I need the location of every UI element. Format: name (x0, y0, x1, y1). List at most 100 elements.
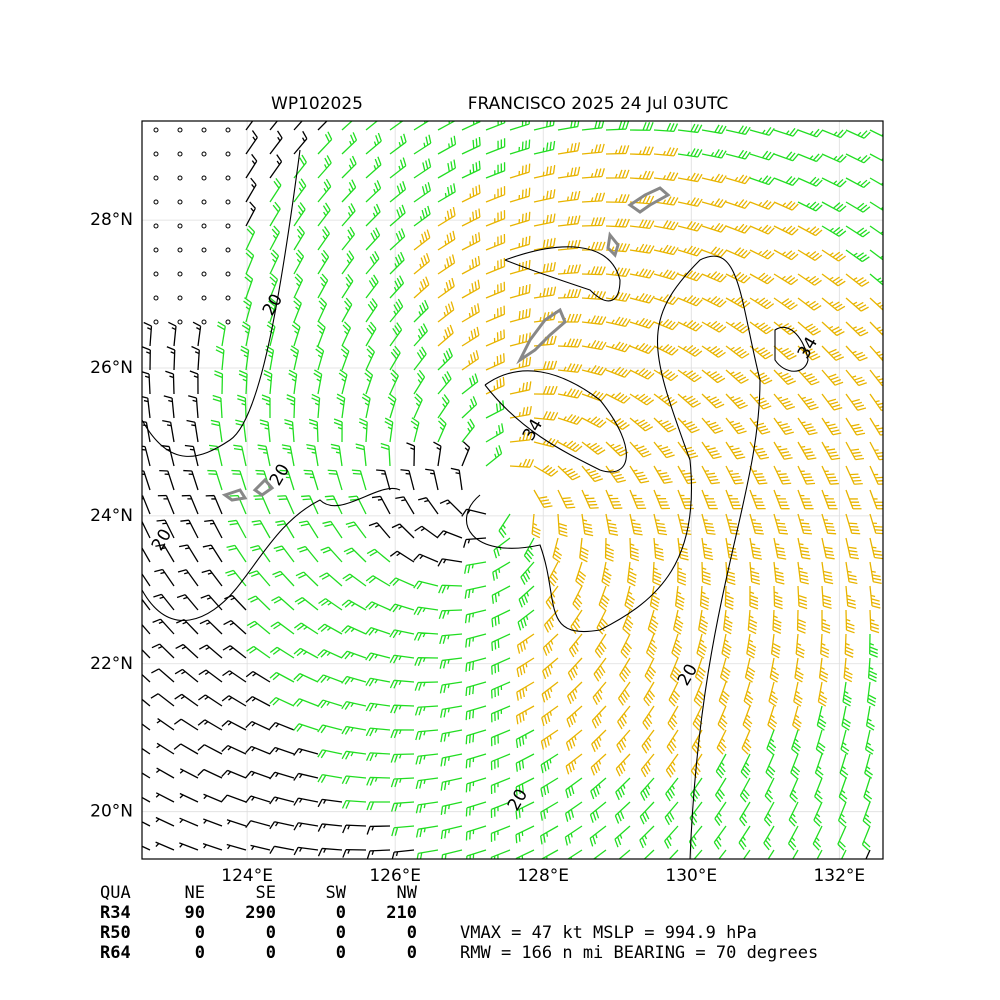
wind-barb (461, 441, 471, 467)
wind-barb (869, 489, 883, 510)
contour-line (142, 487, 401, 621)
wind-barb (821, 489, 838, 510)
wind-barb (355, 443, 367, 467)
wind-barb (142, 572, 151, 587)
wind-barb (341, 250, 355, 275)
wind-barb (581, 121, 605, 131)
wind-barb (341, 675, 367, 685)
wind-barb (441, 849, 463, 859)
wind-barb (533, 121, 555, 131)
wind-barb (593, 657, 607, 682)
wind-barb (821, 441, 841, 461)
table-cell: 0 (407, 923, 417, 943)
wind-barb (766, 729, 777, 755)
wind-barb (298, 520, 319, 539)
wind-barb (791, 849, 799, 859)
wind-barb (365, 298, 378, 323)
wind-barb (509, 163, 531, 179)
wind-barb (668, 849, 679, 859)
wind-barb (797, 201, 823, 212)
title-left: WP102025 (271, 94, 363, 114)
wind-barb (869, 633, 878, 658)
wind-barb (179, 842, 199, 851)
wind-barb (791, 729, 801, 755)
wind-barb (437, 558, 463, 567)
wind-barb (461, 136, 481, 155)
wind-barb (317, 131, 333, 155)
table-header: QUA (100, 883, 131, 903)
wind-barb (605, 291, 631, 302)
wind-barb (749, 297, 775, 310)
calm-marker (177, 247, 183, 253)
wind-barb (533, 237, 556, 251)
wind-barb (301, 495, 319, 515)
wind-barb (725, 247, 751, 259)
wind-barb (653, 171, 679, 182)
wind-barb (221, 720, 247, 731)
wind-barb (540, 777, 559, 797)
wind-barb (797, 128, 823, 138)
wind-barb (174, 693, 199, 707)
wind-barb (272, 570, 295, 587)
wind-barb (629, 268, 655, 279)
wind-barb (869, 273, 883, 286)
wind-barb (142, 520, 151, 539)
wind-barb (629, 293, 655, 304)
wind-barb (605, 489, 623, 510)
wind-barb (207, 469, 223, 491)
wind-barb (869, 369, 883, 387)
wind-barb (198, 669, 223, 683)
wind-barb (515, 753, 535, 772)
wind-barb (317, 178, 332, 203)
axis-labels: 124°E 126°E 128°E 130°E 132°E 20°N 22°N 24°N 26°… (90, 210, 865, 886)
wind-barb (716, 729, 727, 755)
wind-barb (293, 202, 306, 227)
wind-barb (245, 225, 256, 251)
wind-barb (797, 513, 813, 535)
wind-barb (624, 585, 635, 611)
wind-barb (572, 585, 583, 611)
wind-barb (718, 849, 727, 859)
wind-barb (516, 657, 535, 678)
wind-barb (773, 297, 798, 311)
wind-barb (389, 228, 406, 251)
wind-barb (773, 513, 789, 535)
wind-barb (821, 609, 831, 634)
wind-barb (509, 406, 532, 419)
wind-barb (485, 257, 506, 275)
wind-barb (589, 825, 607, 847)
wind-barb (440, 777, 463, 791)
wind-barb (465, 753, 487, 769)
wind-barb (221, 794, 247, 803)
wind-barb (269, 154, 283, 179)
calm-marker (153, 127, 159, 133)
wind-barb (365, 250, 380, 275)
wind-barb (653, 318, 679, 331)
wind-barb (540, 825, 559, 845)
wind-barb (701, 513, 716, 535)
wind-barb (268, 297, 277, 323)
wind-barb (515, 705, 535, 725)
wind-barb (245, 249, 255, 275)
wind-barb (629, 537, 640, 562)
wind-barb (564, 825, 583, 846)
wind-barb (677, 561, 687, 586)
wind-barb (395, 496, 415, 515)
wind-barb (725, 125, 751, 136)
wind-barb (156, 742, 175, 755)
wind-barb (605, 417, 630, 430)
wind-barb (365, 203, 381, 227)
wind-barb (212, 394, 223, 419)
table-header: SE (256, 883, 276, 903)
wind-barb (245, 201, 256, 227)
wind-barb (592, 849, 607, 859)
wind-barb (677, 220, 703, 232)
wind-barb (413, 346, 427, 371)
y-tick-label: 22°N (90, 654, 133, 674)
wind-barb (557, 440, 583, 453)
wind-barb (701, 441, 722, 460)
wind-barb (592, 681, 607, 706)
wind-barb (749, 561, 761, 585)
wind-barb (365, 180, 382, 203)
wind-barb (865, 849, 871, 859)
